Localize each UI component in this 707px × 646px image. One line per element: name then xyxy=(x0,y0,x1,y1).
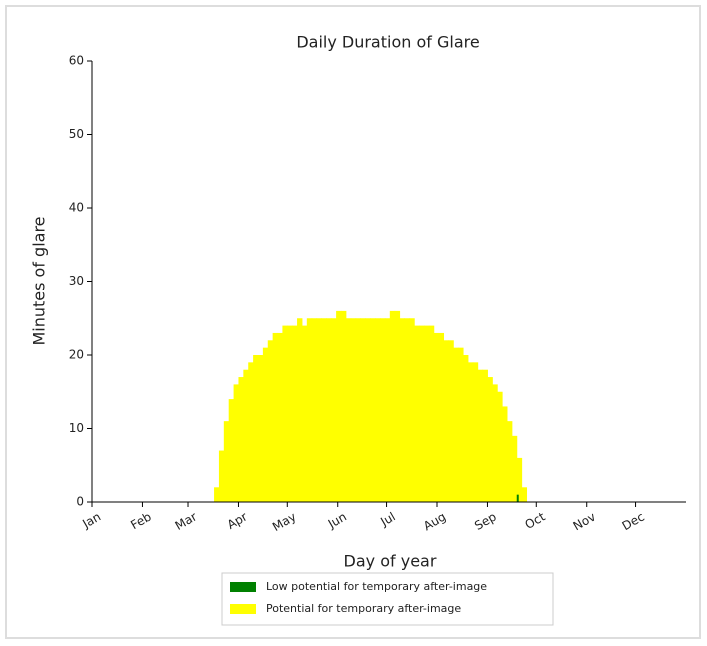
bar xyxy=(277,332,283,502)
bar xyxy=(487,377,493,502)
bar xyxy=(355,318,362,502)
y-tick-label: 40 xyxy=(69,201,84,215)
bar xyxy=(243,369,249,502)
bar xyxy=(433,332,440,502)
bar xyxy=(306,318,313,502)
bar xyxy=(360,318,366,502)
x-tick-label: Jun xyxy=(325,510,349,532)
y-tick-label: 50 xyxy=(69,127,84,141)
bar xyxy=(467,362,474,502)
bar xyxy=(331,318,337,502)
chart-title: Daily Duration of Glare xyxy=(296,33,479,52)
bar xyxy=(506,421,513,502)
y-tick-label: 20 xyxy=(69,348,84,362)
y-tick-label: 0 xyxy=(76,495,84,509)
y-tick-label: 30 xyxy=(69,274,84,288)
bar xyxy=(399,318,405,502)
bar xyxy=(214,487,220,502)
bar xyxy=(292,325,298,502)
bar xyxy=(267,340,274,502)
bar xyxy=(336,310,342,502)
bar xyxy=(350,318,357,502)
bar xyxy=(516,494,519,502)
bar xyxy=(521,487,528,502)
bar xyxy=(253,355,259,502)
x-tick-label: Jan xyxy=(79,510,103,532)
bar xyxy=(301,325,308,502)
x-tick-label: May xyxy=(270,510,298,535)
y-tick-label: 10 xyxy=(69,421,84,435)
legend-label: Low potential for temporary after-image xyxy=(266,580,487,593)
bar xyxy=(492,384,498,502)
bar xyxy=(257,355,264,502)
bar xyxy=(218,450,225,502)
bar xyxy=(340,310,347,502)
bar xyxy=(409,318,415,502)
bar xyxy=(394,310,401,502)
bar xyxy=(472,362,479,502)
bar xyxy=(448,340,454,502)
y-tick-label: 60 xyxy=(69,54,84,68)
bar xyxy=(516,457,523,502)
bar xyxy=(443,340,449,502)
bar xyxy=(370,318,376,502)
bar xyxy=(375,318,381,502)
x-tick-label: Dec xyxy=(620,510,647,534)
bar xyxy=(233,384,239,502)
bar xyxy=(238,377,244,502)
bar xyxy=(453,347,459,502)
bar xyxy=(438,332,445,502)
legend xyxy=(221,572,554,626)
x-tick-label: Mar xyxy=(173,509,200,532)
bar xyxy=(423,325,430,502)
bar xyxy=(272,332,279,502)
bar xyxy=(297,318,303,502)
bar xyxy=(419,325,425,502)
bar xyxy=(321,318,327,502)
bar xyxy=(311,318,318,502)
bar xyxy=(482,369,488,502)
bar xyxy=(287,325,293,502)
bar xyxy=(463,355,469,502)
x-tick-label: Aug xyxy=(421,510,448,534)
x-axis-label: Day of year xyxy=(344,552,437,571)
legend-swatch xyxy=(230,582,256,592)
bar xyxy=(497,391,503,502)
x-tick-label: Apr xyxy=(225,509,250,532)
x-tick-label: Feb xyxy=(128,510,153,533)
bar xyxy=(389,310,396,502)
bar xyxy=(262,347,269,502)
bar xyxy=(380,318,386,502)
x-tick-label: Jul xyxy=(377,510,397,530)
bar xyxy=(384,318,391,502)
legend-swatch xyxy=(230,604,256,614)
bar xyxy=(414,325,420,502)
bar xyxy=(316,318,322,502)
bar xyxy=(365,318,371,502)
bar xyxy=(477,369,484,502)
frame xyxy=(5,5,701,639)
legend-label: Potential for temporary after-image xyxy=(266,602,461,615)
bar xyxy=(282,325,288,502)
bar xyxy=(502,406,508,502)
y-axis-label: Minutes of glare xyxy=(30,216,49,345)
bar xyxy=(458,347,464,502)
bar xyxy=(326,318,332,502)
bar xyxy=(345,318,352,502)
x-tick-label: Nov xyxy=(571,510,598,534)
bar xyxy=(404,318,410,502)
bar xyxy=(223,421,230,502)
bar xyxy=(511,435,518,502)
bar xyxy=(248,362,254,502)
x-tick-label: Oct xyxy=(523,509,548,532)
bar xyxy=(228,399,235,502)
bar xyxy=(428,325,435,502)
x-tick-label: Sep xyxy=(472,510,499,533)
